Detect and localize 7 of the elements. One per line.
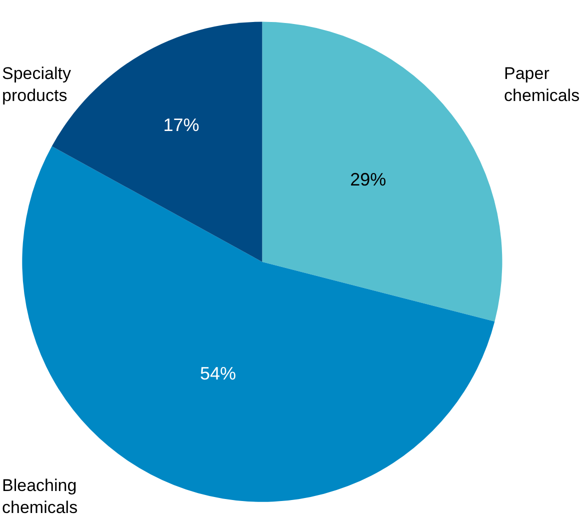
slice-label: Specialty products [2,64,72,106]
pie-slice [262,22,502,322]
slice-label: Paper chemicals [504,64,580,106]
slice-label: Bleaching chemicals [2,476,78,518]
data-label: 54% [200,363,236,384]
data-label: 29% [350,170,386,190]
data-label: 17% [163,114,200,135]
